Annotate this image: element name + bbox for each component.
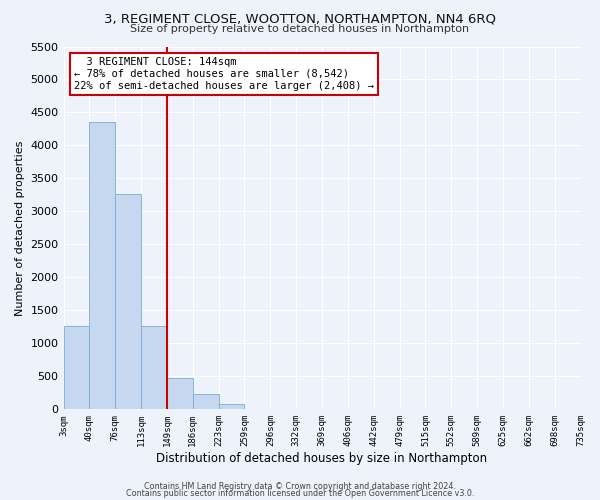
Bar [89,122,115,410]
Bar [64,326,89,409]
X-axis label: Distribution of detached houses by size in Northampton: Distribution of detached houses by size … [157,452,488,465]
Y-axis label: Number of detached properties: Number of detached properties [15,140,25,316]
Bar [167,378,193,410]
Text: 3, REGIMENT CLOSE, WOOTTON, NORTHAMPTON, NN4 6RQ: 3, REGIMENT CLOSE, WOOTTON, NORTHAMPTON,… [104,12,496,26]
Bar [115,194,141,410]
Bar [193,394,218,409]
Text: 3 REGIMENT CLOSE: 144sqm
← 78% of detached houses are smaller (8,542)
22% of sem: 3 REGIMENT CLOSE: 144sqm ← 78% of detach… [74,58,374,90]
Text: Size of property relative to detached houses in Northampton: Size of property relative to detached ho… [130,24,470,34]
Bar [141,326,167,409]
Text: Contains HM Land Registry data © Crown copyright and database right 2024.: Contains HM Land Registry data © Crown c… [144,482,456,491]
Bar [218,404,244,409]
Text: Contains public sector information licensed under the Open Government Licence v3: Contains public sector information licen… [126,489,474,498]
